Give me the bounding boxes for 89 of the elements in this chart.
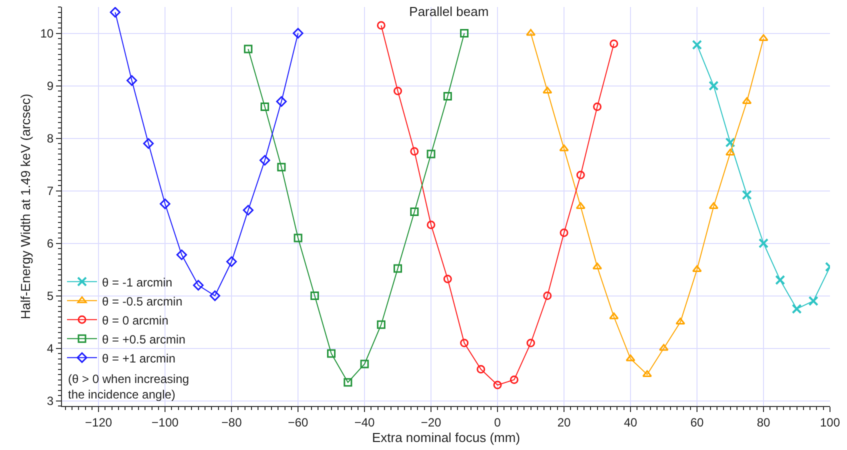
point: [808, 296, 818, 306]
point: [542, 86, 552, 94]
point: [692, 265, 702, 272]
point: [576, 202, 586, 209]
point: [394, 86, 402, 96]
point: [344, 378, 352, 387]
point: [426, 220, 436, 230]
point: [676, 318, 686, 324]
point: [410, 208, 419, 216]
point: [725, 137, 736, 148]
point: [642, 370, 652, 377]
point: [543, 292, 552, 300]
point: [758, 238, 769, 248]
point: [708, 202, 718, 209]
point: [110, 7, 120, 18]
point: [460, 338, 469, 348]
legend-label: θ = +1 arcmin: [102, 351, 176, 366]
point: [443, 274, 452, 284]
y-tick-label: 4: [46, 341, 54, 356]
point: [758, 34, 768, 41]
point: [193, 280, 204, 291]
y-tick-label: 8: [46, 131, 54, 146]
point: [210, 290, 220, 302]
point: [277, 162, 286, 172]
point: [560, 228, 568, 237]
point: [260, 155, 270, 166]
point: [226, 256, 237, 267]
point: [610, 40, 618, 48]
x-tick-label: −20: [420, 415, 442, 430]
x-tick-label: −40: [354, 415, 376, 430]
point: [792, 304, 802, 314]
x-axis-title: Extra nominal focus (mm): [372, 430, 520, 445]
point: [310, 292, 319, 300]
point: [460, 29, 469, 38]
point: [126, 75, 138, 86]
y-tick-label: 3: [46, 394, 54, 408]
legend-label: θ = 0 arcmin: [102, 313, 168, 328]
point: [443, 92, 452, 100]
y-tick-label: 7: [46, 184, 54, 198]
x-tick-label: −100: [152, 415, 179, 430]
point: [576, 170, 585, 180]
x-tick-label: 40: [624, 415, 638, 430]
point: [160, 198, 170, 210]
x-tick-label: −120: [85, 415, 112, 430]
chart-title: Parallel beam: [409, 4, 489, 19]
point: [692, 40, 702, 50]
point: [526, 338, 536, 348]
x-tick-label: 60: [690, 415, 704, 430]
point: [143, 138, 154, 149]
point: [493, 380, 502, 390]
point: [292, 28, 304, 39]
point: [294, 234, 302, 242]
y-tick-label: 5: [46, 288, 54, 303]
x-tick-label: −60: [288, 415, 309, 430]
point: [360, 360, 369, 368]
y-tick-label: 6: [46, 236, 54, 250]
point: [276, 96, 287, 107]
x-tick-label: 0: [494, 415, 502, 430]
point: [176, 250, 187, 260]
annotation: (θ > 0 when increasing the incidence angle): [68, 372, 190, 402]
point: [410, 147, 419, 156]
x-tick-label: −80: [221, 415, 242, 430]
point: [242, 204, 254, 216]
point: [708, 80, 719, 91]
point: [626, 354, 636, 362]
point: [260, 102, 270, 111]
point: [775, 275, 786, 285]
point: [244, 44, 252, 54]
x-tick-label: 20: [557, 415, 572, 430]
legend-label: θ = +0.5 arcmin: [102, 332, 186, 346]
y-tick-label: 10: [40, 26, 54, 40]
legend-label: θ = -0.5 arcmin: [102, 294, 182, 308]
x-tick-label: 80: [756, 415, 771, 430]
x-tick-label: 100: [820, 415, 840, 430]
y-tick-label: 9: [46, 78, 54, 93]
point: [593, 102, 602, 111]
point: [426, 150, 436, 158]
point: [376, 320, 386, 329]
point: [559, 144, 569, 152]
point: [327, 349, 336, 358]
point: [742, 97, 752, 104]
legend-label: θ = -1 arcmin: [102, 275, 172, 290]
point: [510, 376, 518, 384]
point: [376, 21, 386, 30]
point: [476, 365, 486, 374]
point: [742, 190, 752, 200]
y-axis-title: Half-Energy Width at 1.49 keV (arcsec): [18, 94, 34, 320]
point: [609, 312, 619, 320]
point: [394, 264, 402, 273]
